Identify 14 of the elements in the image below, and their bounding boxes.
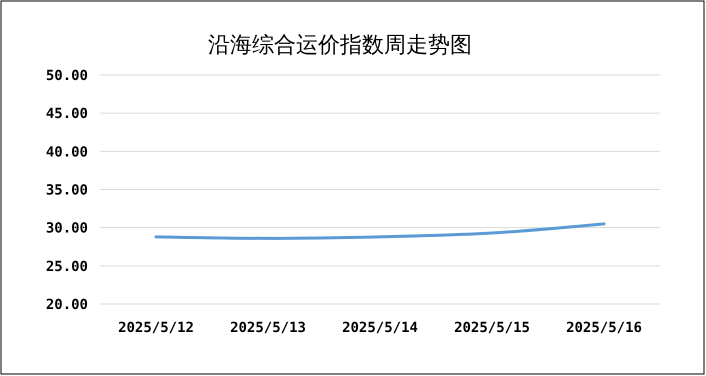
x-tick-label: 2025/5/15 xyxy=(454,320,530,336)
y-tick-label: 30.00 xyxy=(46,220,88,237)
y-tick-label: 35.00 xyxy=(46,182,88,198)
y-tick-label: 45.00 xyxy=(46,106,88,122)
y-tick-label: 20.00 xyxy=(46,297,88,313)
y-tick-label: 25.00 xyxy=(46,258,88,275)
x-tick-label: 2025/5/12 xyxy=(118,320,194,336)
x-tick-label: 2025/5/14 xyxy=(342,320,418,336)
chart-title: 沿海综合运价指数周走势图 xyxy=(208,33,472,58)
line-series xyxy=(154,222,606,240)
x-tick-label: 2025/5/13 xyxy=(230,320,306,336)
x-tick-label: 2025/5/16 xyxy=(566,320,642,336)
y-tick-label: 40.00 xyxy=(46,144,88,160)
y-tick-label: 50.00 xyxy=(46,68,88,84)
